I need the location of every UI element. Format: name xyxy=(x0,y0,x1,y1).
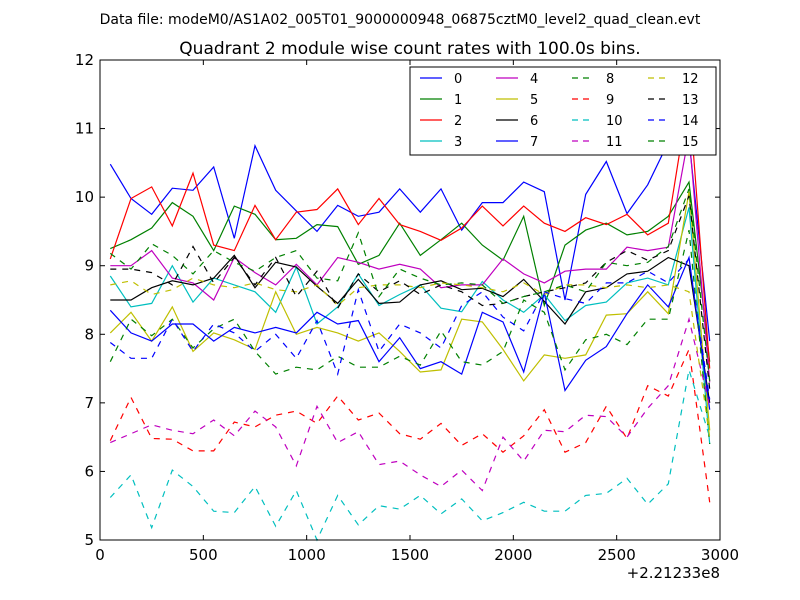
series-line-2 xyxy=(109,94,711,369)
x-tick-label: 0 xyxy=(95,546,105,564)
x-offset-label: +2.21233e8 xyxy=(627,564,720,582)
x-tick-label: 500 xyxy=(189,546,218,564)
series-line-3 xyxy=(109,207,711,445)
series-line-1 xyxy=(110,180,711,362)
y-tick-label: 5 xyxy=(84,531,94,549)
legend-label-13: 13 xyxy=(682,93,699,108)
legend-label-10: 10 xyxy=(606,114,623,129)
legend-label-4: 4 xyxy=(530,72,538,87)
series-line-13 xyxy=(110,195,711,390)
y-tick-label: 11 xyxy=(75,120,94,138)
series-line-10 xyxy=(109,369,711,542)
series-line-7 xyxy=(109,255,711,410)
legend-label-9: 9 xyxy=(606,93,614,108)
series-lines xyxy=(109,94,711,542)
series-line-6 xyxy=(110,254,711,403)
legend-label-8: 8 xyxy=(606,72,614,87)
y-tick-label: 7 xyxy=(84,394,94,412)
legend-label-12: 12 xyxy=(682,72,699,87)
legend-label-3: 3 xyxy=(454,135,462,150)
y-tick-label: 6 xyxy=(84,462,94,480)
series-line-12 xyxy=(110,277,711,438)
series-line-11 xyxy=(110,316,711,492)
series-line-0 xyxy=(109,138,711,342)
legend-label-14: 14 xyxy=(682,114,699,129)
series-line-14 xyxy=(109,257,711,400)
legend-label-0: 0 xyxy=(454,72,462,87)
chart-title: Quadrant 2 module wise count rates with … xyxy=(179,39,640,59)
y-tick-label: 10 xyxy=(75,188,94,206)
y-tick-label: 9 xyxy=(84,257,94,275)
series-line-4 xyxy=(110,133,711,383)
y-tick-label: 8 xyxy=(84,325,94,343)
legend-label-15: 15 xyxy=(682,135,699,150)
legend-label-5: 5 xyxy=(530,93,538,108)
x-tick-label: 1000 xyxy=(288,546,326,564)
legend-label-2: 2 xyxy=(454,114,462,129)
x-tick-label: 3000 xyxy=(701,546,739,564)
y-tick-label: 12 xyxy=(75,51,94,69)
legend-box xyxy=(409,66,717,156)
legend-label-11: 11 xyxy=(606,135,623,150)
series-line-5 xyxy=(109,191,711,431)
legend-label-6: 6 xyxy=(530,114,538,129)
legend-label-1: 1 xyxy=(454,93,462,108)
series-line-15 xyxy=(109,188,711,381)
x-tick-label: 1500 xyxy=(391,546,429,564)
x-tick-label: 2000 xyxy=(494,546,532,564)
series-line-9 xyxy=(109,347,711,503)
legend-label-7: 7 xyxy=(530,135,538,150)
series-line-8 xyxy=(109,229,711,445)
x-tick-label: 2500 xyxy=(598,546,636,564)
chart-suptitle: Data file: modeM0/AS1A02_005T01_90000009… xyxy=(100,12,701,28)
